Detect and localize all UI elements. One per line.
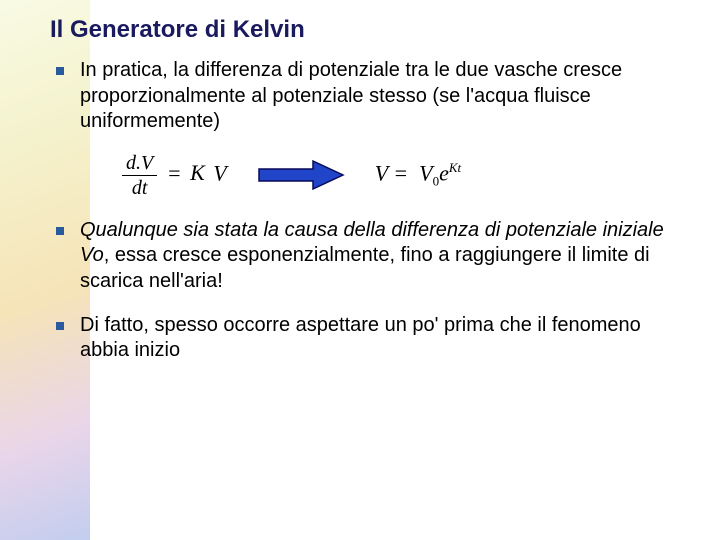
fraction-denominator: dt (122, 176, 157, 198)
bullet-text-1: In pratica, la differenza di potenziale … (80, 59, 622, 132)
eq2-e: e (439, 161, 449, 186)
equation-row: d.V dt = K V V = V0eKt (122, 153, 690, 198)
eq1-variable-V: V (208, 160, 227, 185)
arrow-icon (257, 159, 345, 191)
bullet-text-3: Di fatto, spesso occorre aspettare un po… (80, 314, 641, 362)
eq2-exponent: Kt (449, 160, 461, 175)
fraction-numerator: d.V (122, 153, 157, 176)
equation-2: V = V0eKt (375, 160, 461, 190)
bullet-item-1: In pratica, la differenza di potenziale … (74, 58, 690, 135)
bullet-text-2-rest: , essa cresce esponenzialmente, fino a r… (80, 244, 650, 292)
bullet-item-2: Qualunque sia stata la causa della diffe… (74, 218, 690, 295)
eq2-V: V (419, 161, 432, 186)
slide-title: Il Generatore di Kelvin (50, 16, 690, 44)
equation-1: d.V dt = K V (122, 153, 227, 198)
fraction: d.V dt (122, 153, 157, 198)
bullet-item-3: Di fatto, spesso occorre aspettare un po… (74, 313, 690, 364)
eq2-lhs: V = (375, 161, 414, 186)
bullet-list-2: Qualunque sia stata la causa della diffe… (50, 218, 690, 364)
eq1-equals: = (167, 160, 187, 185)
eq1-constant-K: K (190, 160, 205, 185)
bullet-list: In pratica, la differenza di potenziale … (50, 58, 690, 135)
slide-content: Il Generatore di Kelvin In pratica, la d… (0, 0, 720, 540)
